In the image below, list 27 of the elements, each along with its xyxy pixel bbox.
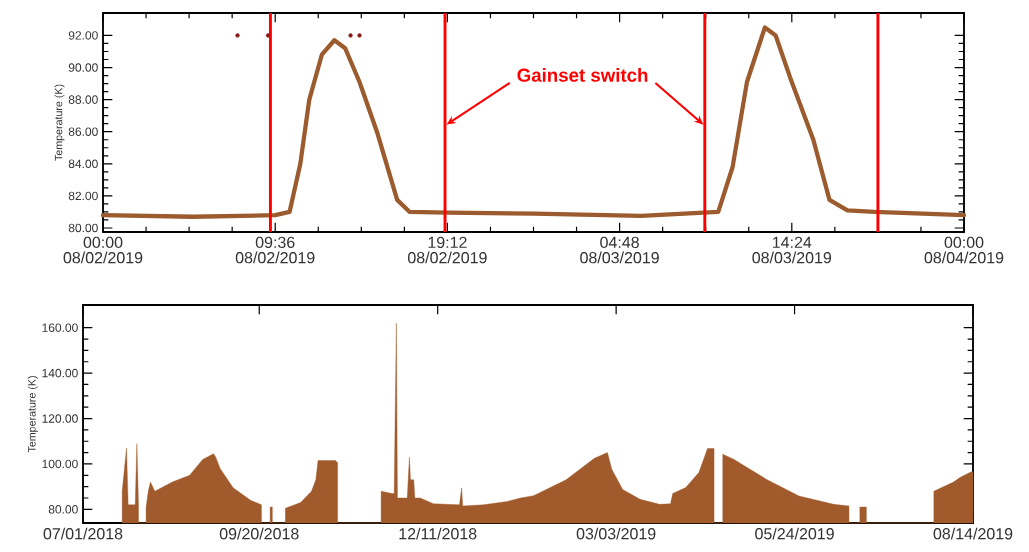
y-tick-label: 92.00: [68, 31, 98, 40]
y-tick-label: 80.00: [68, 223, 98, 233]
y-axis-title: Temperature (K): [27, 376, 38, 453]
y-tick-label: 160.00: [42, 323, 78, 332]
x-tick-label: 08/14/2019: [933, 527, 1013, 540]
x-tick-label: 00:00 08/02/2019: [63, 236, 143, 264]
y-tick-label: 100.00: [42, 459, 78, 469]
x-tick-label: 19:12 08/02/2019: [407, 236, 487, 264]
x-tick-label: 03/03/2019: [576, 527, 656, 540]
y-tick-label: 86.00: [68, 127, 98, 136]
y-tick-label: 88.00: [68, 95, 98, 104]
y-tick-label: 120.00: [42, 414, 78, 423]
x-tick-label: 14:24 08/03/2019: [752, 236, 832, 264]
y-tick-label: 84.00: [68, 159, 98, 169]
y-tick-label: 90.00: [68, 63, 98, 72]
y-axis-title: Temperature (K): [54, 84, 65, 161]
x-tick-label: 05/24/2019: [755, 527, 834, 540]
x-tick-label: 04:48 08/03/2019: [580, 236, 659, 264]
x-tick-label: 09/20/2018: [219, 527, 299, 540]
y-tick-label: 82.00: [68, 191, 98, 201]
x-tick-label: 00:00 08/04/2019: [924, 236, 1004, 264]
y-tick-label: 140.00: [42, 368, 78, 378]
y-tick-label: 80.00: [48, 505, 78, 514]
x-tick-label: 09:36 08/02/2019: [235, 236, 315, 264]
x-tick-label: 12/11/2018: [399, 527, 477, 540]
x-tick-label: 07/01/2018: [43, 527, 123, 540]
annotation: Gainset switch: [517, 68, 648, 82]
